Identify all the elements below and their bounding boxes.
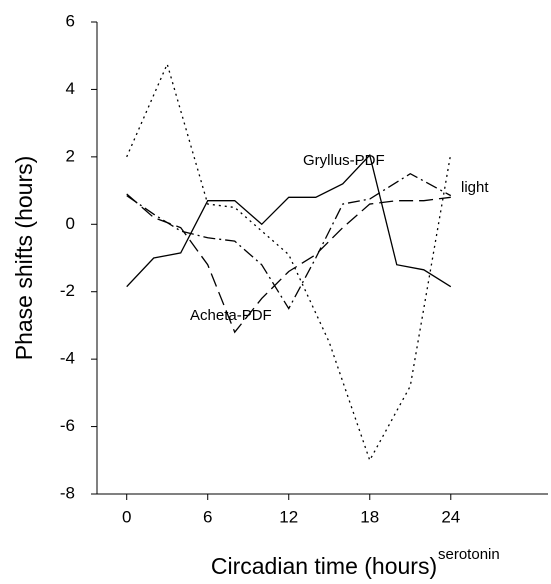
y-tick-label: 4 bbox=[66, 79, 75, 98]
series-label: serotonin bbox=[438, 546, 500, 563]
y-axis-title: Phase shifts (hours) bbox=[11, 156, 37, 361]
y-tick-label: 2 bbox=[66, 146, 75, 165]
series-line bbox=[126, 153, 452, 288]
y-tick-label: -6 bbox=[60, 416, 75, 435]
series-line bbox=[126, 193, 451, 334]
y-tick-label: 0 bbox=[66, 214, 75, 233]
x-tick-label: 6 bbox=[203, 507, 212, 526]
series-label: light bbox=[461, 179, 489, 196]
series-label: Gryllus-PDF bbox=[303, 152, 385, 169]
y-tick-label: -2 bbox=[60, 281, 75, 300]
x-tick-label: 18 bbox=[360, 507, 379, 526]
x-axis-title: Circadian time (hours) bbox=[211, 553, 437, 579]
y-tick-label: 6 bbox=[66, 11, 75, 30]
series-label: Acheta-PDF bbox=[190, 307, 272, 324]
series-line bbox=[126, 172, 452, 310]
x-tick-label: 24 bbox=[441, 507, 460, 526]
y-tick-label: -4 bbox=[60, 349, 75, 368]
x-tick-label: 12 bbox=[279, 507, 298, 526]
series-line bbox=[126, 62, 452, 462]
y-tick-label: -8 bbox=[60, 483, 75, 502]
x-tick-label: 0 bbox=[122, 507, 131, 526]
